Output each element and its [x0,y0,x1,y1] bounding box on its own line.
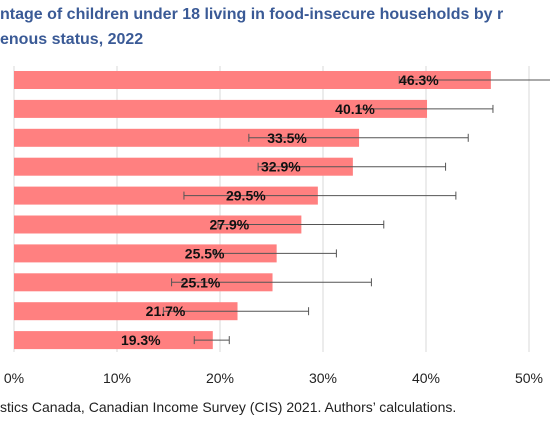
x-axis-ticks: 0% 10% 20% 30% 40% 50% [4,370,543,386]
data-label: 19.3% [121,332,161,348]
x-tick-label: 0% [4,370,24,386]
x-tick-label: 10% [103,370,131,386]
data-label: 32.9% [261,159,301,175]
bar [14,71,491,89]
bar [14,331,213,350]
data-label: 33.5% [267,130,307,146]
x-tick-label: 50% [515,370,543,386]
chart-title-line-1: ntage of children under 18 living in foo… [0,6,504,23]
source-note: stics Canada, Canadian Income Survey (CI… [0,399,457,415]
bar [14,302,238,321]
data-label: 21.7% [146,303,186,319]
error-bars [162,76,550,345]
data-label: 46.3% [399,72,439,88]
bar [14,99,428,118]
data-label: 40.1% [335,101,375,117]
x-tick-label: 20% [206,370,234,386]
bars [14,71,491,350]
data-label: 25.1% [181,274,221,290]
data-label: 25.5% [185,245,225,261]
x-tick-label: 40% [412,370,440,386]
data-label: 29.5% [226,188,266,204]
data-labels: 46.3% 40.1% 33.5% 32.9% 29.5% 27.9% 25.5% 25.1%… [121,72,439,348]
bar [14,186,318,205]
chart-title: ntage of children under 18 living in foo… [0,2,550,52]
bar [14,215,302,234]
chart-title-line-2: enous status, 2022 [0,31,144,48]
x-tick-label: 30% [309,370,337,386]
bar [14,244,277,263]
bar [14,128,360,147]
bar [14,157,353,176]
bar [14,273,273,292]
data-label: 27.9% [210,217,250,233]
